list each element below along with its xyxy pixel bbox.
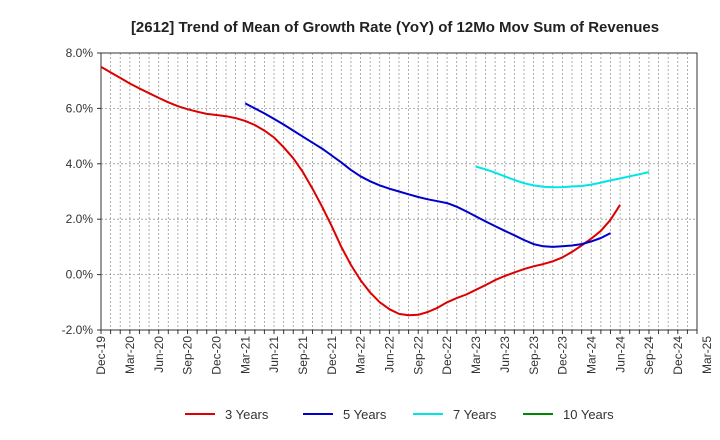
- legend-label: 7 Years: [453, 407, 497, 422]
- y-tick-label: 2.0%: [66, 212, 94, 226]
- x-tick-label: Sep-24: [642, 336, 656, 375]
- legend-label: 3 Years: [225, 407, 269, 422]
- series-line-7-years: [475, 165, 650, 189]
- x-tick-label: Sep-21: [296, 336, 310, 375]
- x-tick-label: Mar-23: [469, 336, 483, 374]
- x-tick-label: Dec-21: [325, 336, 339, 375]
- x-tick-label: Dec-23: [556, 336, 570, 375]
- x-tick-label: Dec-20: [210, 336, 224, 375]
- x-tick-label: Mar-20: [123, 336, 137, 374]
- x-tick-label: Jun-22: [383, 336, 397, 373]
- series-line-3-years: [100, 66, 621, 317]
- y-axis-ticks: -2.0% 0.0% 2.0% 4.0% 6.0% 8.0%: [62, 46, 101, 337]
- x-tick-label: Mar-22: [354, 336, 368, 374]
- chart-title: [2612] Trend of Mean of Growth Rate (YoY…: [131, 19, 659, 36]
- y-tick-label: -2.0%: [62, 323, 94, 337]
- x-tick-label: Jun-20: [152, 336, 166, 373]
- x-tick-label: Dec-22: [440, 336, 454, 375]
- series-line-5-years: [244, 102, 611, 248]
- y-tick-label: 4.0%: [66, 157, 94, 171]
- x-tick-label: Sep-20: [181, 336, 195, 375]
- legend-label: 10 Years: [563, 407, 614, 422]
- y-tick-label: 6.0%: [66, 101, 94, 115]
- x-tick-label: Jun-24: [613, 336, 627, 373]
- x-tick-label: Dec-24: [671, 336, 685, 375]
- x-tick-label: Jun-23: [498, 336, 512, 373]
- x-tick-label: Jun-21: [267, 336, 281, 373]
- x-tick-label: Sep-23: [527, 336, 541, 375]
- legend: 3 Years 5 Years 7 Years 10 Years: [185, 407, 614, 422]
- x-tick-label: Mar-25: [700, 336, 714, 374]
- x-tick-label: Dec-19: [94, 336, 108, 375]
- y-tick-label: 0.0%: [66, 268, 94, 282]
- legend-label: 5 Years: [343, 407, 387, 422]
- y-tick-label: 8.0%: [66, 46, 94, 60]
- x-tick-label: Sep-22: [411, 336, 425, 375]
- x-tick-label: Mar-21: [238, 336, 252, 374]
- x-tick-label: Mar-24: [584, 336, 598, 374]
- x-axis-ticks: Dec-19 Mar-20 Jun-20 Sep-20 Dec-20 Mar-21 Jun-…: [94, 330, 714, 375]
- series-lines: [100, 66, 650, 317]
